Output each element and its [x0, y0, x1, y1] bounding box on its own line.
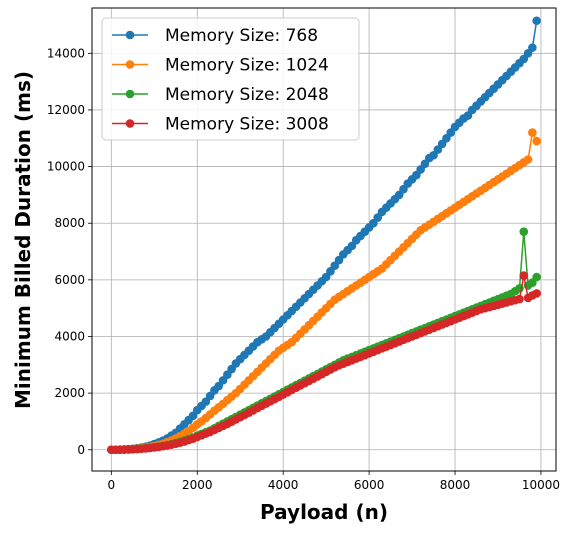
- y-tick-label: 4000: [54, 329, 85, 343]
- data-point: [532, 16, 541, 26]
- legend-entry: Memory Size: 768: [112, 26, 318, 46]
- data-point: [519, 227, 529, 237]
- legend-marker: [125, 89, 135, 99]
- y-tick-label: 12000: [47, 103, 85, 117]
- data-point: [519, 271, 529, 280]
- data-point: [523, 155, 533, 164]
- data-point: [532, 136, 541, 146]
- y-axis-title: Minimum Billed Duration (ms): [11, 71, 35, 409]
- legend-box: [101, 17, 360, 141]
- plot-frame: [91, 7, 557, 472]
- legend-label: Memory Size: 1024: [165, 56, 329, 76]
- y-tick-label: 8000: [54, 216, 85, 230]
- y-tick-label: 14000: [47, 46, 85, 60]
- legend-label: Memory Size: 3008: [165, 115, 329, 135]
- y-tick-label: 2000: [54, 386, 85, 400]
- data-point: [528, 128, 537, 137]
- x-tick-label: 6000: [354, 478, 385, 492]
- legend-entry: Memory Size: 2048: [112, 85, 329, 105]
- legend-marker: [125, 60, 135, 69]
- legend-label: Memory Size: 2048: [165, 85, 329, 105]
- series-4: [107, 271, 541, 455]
- series-layer: [107, 16, 541, 455]
- legend: Memory Size: 768 Memory Size: 1024 Memory …: [101, 17, 360, 141]
- data-point: [532, 272, 541, 282]
- y-tick-label: 0: [77, 443, 85, 457]
- x-tick-label: 4000: [268, 478, 299, 492]
- x-axis-title: Payload (n): [260, 500, 388, 524]
- legend-entry: Memory Size: 3008: [112, 115, 329, 135]
- y-tick-label: 10000: [47, 160, 85, 174]
- legend-label: Memory Size: 768: [165, 26, 318, 46]
- data-point: [515, 294, 524, 304]
- ticks: 0 2000 4000 6000 8000 10000 0 2000 4000 6000 8000 1…: [47, 46, 560, 492]
- legend-entry: Memory Size: 1024: [112, 56, 329, 76]
- x-tick-label: 8000: [440, 478, 471, 492]
- data-point: [532, 289, 541, 298]
- data-point: [528, 43, 537, 52]
- x-tick-label: 0: [108, 478, 116, 492]
- x-tick-label: 2000: [182, 478, 213, 492]
- x-tick-label: 10000: [522, 478, 560, 492]
- y-tick-label: 6000: [54, 273, 85, 287]
- legend-marker: [125, 119, 135, 128]
- legend-marker: [125, 30, 135, 40]
